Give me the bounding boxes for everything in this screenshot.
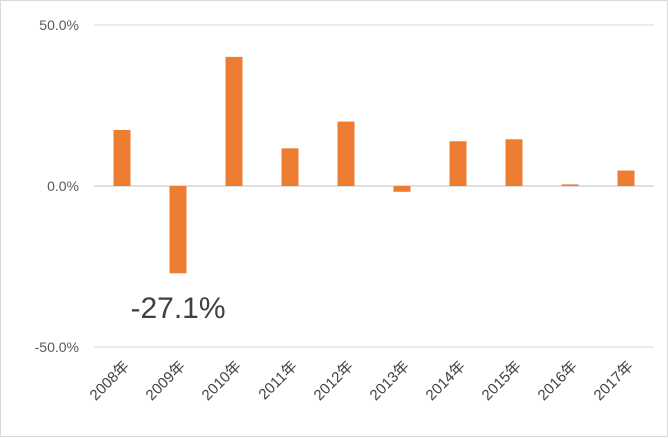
data-label-callout: -27.1%: [130, 292, 225, 325]
bar-2010年: [225, 56, 243, 187]
y-tick-label: 0.0%: [47, 178, 79, 194]
x-tick-label: 2010年: [199, 358, 245, 404]
x-tick-label: 2015年: [479, 358, 525, 404]
bar-2017年: [617, 170, 635, 186]
x-tick-label: 2012年: [311, 358, 357, 404]
bar-2009年: [169, 186, 187, 274]
x-tick-label: 2016年: [535, 358, 581, 404]
x-tick-label: 2013年: [367, 358, 413, 404]
x-tick-label: 2017年: [591, 358, 637, 404]
x-tick-label: 2009年: [143, 358, 189, 404]
bar-2011年: [281, 148, 299, 186]
bar-2012年: [337, 121, 355, 186]
bar-2008年: [113, 129, 131, 186]
bar-2013年: [393, 186, 411, 192]
bar-2015年: [505, 139, 523, 186]
x-tick-label: 2014年: [423, 358, 469, 404]
x-tick-label: 2008年: [87, 358, 133, 404]
x-tick-label: 2011年: [255, 358, 300, 403]
bar-2016年: [561, 184, 579, 186]
y-tick-label: -50.0%: [35, 339, 79, 355]
y-tick-label: 50.0%: [39, 17, 79, 33]
bar-2014年: [449, 141, 467, 186]
